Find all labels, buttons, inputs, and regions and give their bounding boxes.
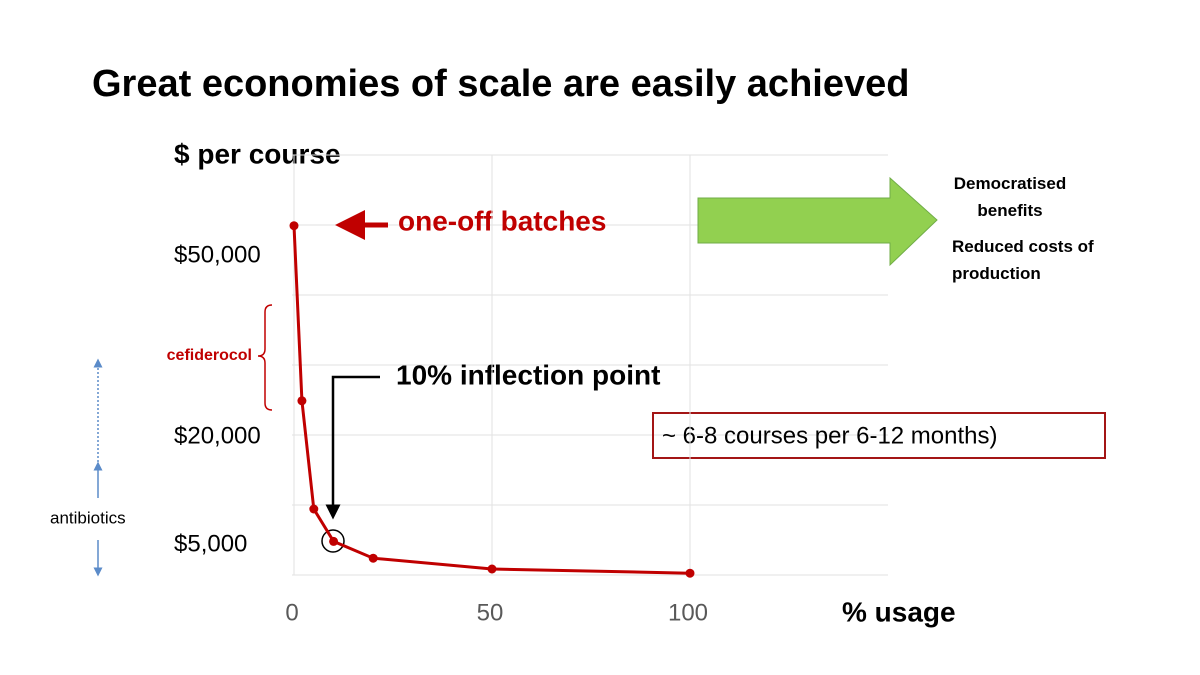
x-tick-label: 50 [477,599,504,626]
annotation: Democratised benefits [953,174,1067,220]
callout-box [652,412,1106,459]
annotation: antibiotics [50,508,126,527]
annotation: ~ 6-8 courses per 6-12 months) [662,422,998,449]
green-arrow [697,176,938,267]
data-point [329,536,339,546]
y-tick-label: $20,000 [174,422,261,449]
data-point [289,221,299,231]
data-point [368,553,378,563]
bracket [257,304,273,411]
y-axis-title: $ per course [174,138,341,169]
data-point [487,564,497,574]
annotation: Reduced costs of production [952,237,1094,283]
y-tick-label: $50,000 [174,241,261,268]
highlight-circle [321,529,345,553]
annotation-arrow [325,375,380,520]
data-point [309,504,319,514]
annotation: cefiderocol [167,347,252,364]
data-point [297,396,307,406]
data-point [685,568,695,578]
annotation: 10% inflection point [396,359,660,390]
x-tick-label: 100 [668,599,708,626]
x-tick-label: 0 [285,599,298,626]
chart-title: Great economies of scale are easily achi… [92,63,909,105]
horizontal-grid [292,154,888,576]
x-axis-title: % usage [842,596,956,627]
y-tick-label: $5,000 [174,530,247,557]
annotation: one-off batches [398,205,606,236]
